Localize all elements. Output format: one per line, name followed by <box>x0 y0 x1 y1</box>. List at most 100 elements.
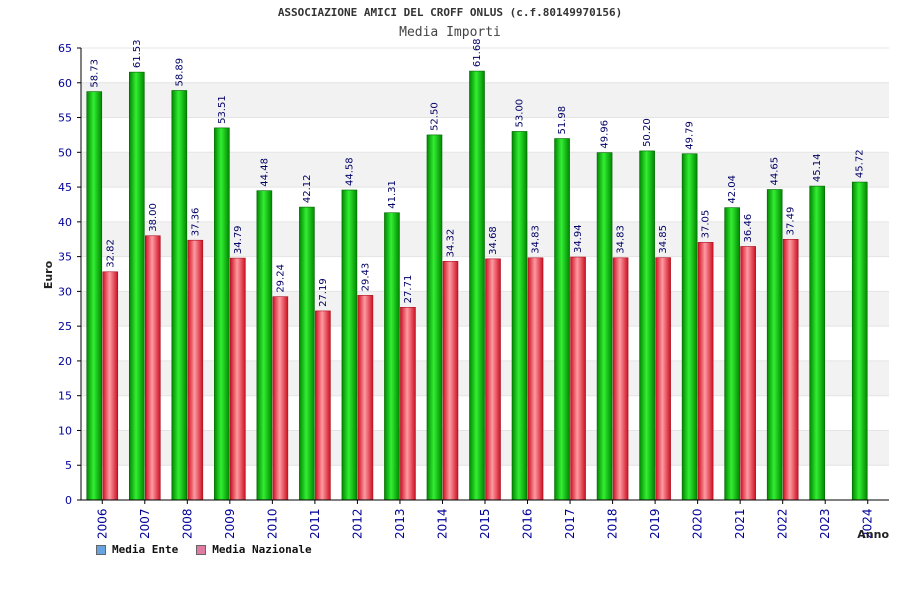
bar-nazionale-2014 <box>442 261 459 501</box>
chart-subtitle: Media Importi <box>399 25 501 40</box>
bar-nazionale-2019 <box>655 257 671 501</box>
bar-nazionale-2022 <box>782 239 799 501</box>
bar-nazionale-2012 <box>357 295 374 501</box>
value-label-nazionale-2006: 32.82 <box>105 239 116 268</box>
x-tick-label: 2015 <box>478 508 492 539</box>
value-label-ente-2014: 52.50 <box>429 102 440 131</box>
value-label-nazionale-2010: 29.24 <box>275 264 286 293</box>
bar-ente-2008 <box>171 90 188 501</box>
value-label-ente-2008: 58.89 <box>174 58 185 87</box>
bar-ente-2014 <box>426 134 443 501</box>
value-label-nazionale-2022: 37.49 <box>786 207 797 236</box>
bar-nazionale-2009 <box>230 257 246 501</box>
x-axis-label: Anno <box>857 528 889 541</box>
y-tick-label: 10 <box>58 424 72 437</box>
bar-ente-2019 <box>639 150 655 501</box>
value-labels: 58.73 32.82 61.53 38.00 58.89 37.36 53.51 34.79… <box>89 38 865 306</box>
value-label-nazionale-2019: 34.85 <box>658 225 669 254</box>
chart-title: ASSOCIAZIONE AMICI DEL CROFF ONLUS (c.f.… <box>277 6 623 19</box>
bar-nazionale-2015 <box>485 258 501 501</box>
x-tick-label: 2021 <box>733 508 747 539</box>
value-label-ente-2021: 42.04 <box>727 175 738 204</box>
legend-swatch-nazionale <box>196 544 207 555</box>
x-tick-label: 2024 <box>861 508 875 539</box>
value-label-nazionale-2011: 27.19 <box>318 278 329 307</box>
x-tick-label: 2017 <box>563 508 577 539</box>
y-tick-label: 30 <box>58 285 72 298</box>
value-label-ente-2020: 49.79 <box>685 121 696 150</box>
value-label-nazionale-2009: 34.79 <box>233 225 244 254</box>
grid-band <box>81 82 889 118</box>
value-label-ente-2009: 53.51 <box>217 95 228 124</box>
value-label-nazionale-2016: 34.83 <box>531 225 542 254</box>
y-tick-label: 20 <box>58 355 72 368</box>
legend: Media Ente Media Nazionale <box>96 543 312 556</box>
legend-label-nazionale: Media Nazionale <box>212 543 312 556</box>
x-tick-label: 2013 <box>393 508 407 539</box>
x-tick-label: 2006 <box>95 508 109 539</box>
value-label-nazionale-2008: 37.36 <box>190 208 201 237</box>
grid-band <box>81 152 889 188</box>
bar-ente-2021 <box>724 207 740 501</box>
bar-nazionale-2013 <box>400 307 416 501</box>
bar-nazionale-2021 <box>740 246 756 501</box>
bar-nazionale-2016 <box>527 257 544 501</box>
value-label-ente-2015: 61.68 <box>472 38 483 67</box>
value-label-nazionale-2007: 38.00 <box>148 203 159 232</box>
value-label-ente-2022: 44.65 <box>770 157 781 186</box>
value-label-ente-2023: 45.14 <box>812 153 823 182</box>
y-tick-label: 55 <box>58 112 72 125</box>
bar-ente-2018 <box>596 152 613 501</box>
bar-ente-2013 <box>384 212 400 501</box>
y-tick-label: 35 <box>58 251 72 264</box>
bar-ente-2023 <box>809 185 826 501</box>
value-label-ente-2016: 53.00 <box>515 99 526 128</box>
bar-nazionale-2018 <box>612 257 629 501</box>
x-tick-label: 2011 <box>308 508 322 539</box>
value-label-ente-2017: 51.98 <box>557 106 568 135</box>
bar-ente-2020 <box>681 153 698 501</box>
x-tick-label: 2020 <box>691 508 705 539</box>
bar-ente-2010 <box>256 190 273 501</box>
legend-label-ente: Media Ente <box>112 543 179 556</box>
x-tick-label: 2012 <box>350 508 364 539</box>
y-tick-label: 65 <box>58 42 72 55</box>
y-tick-label: 15 <box>58 390 72 403</box>
value-label-ente-2019: 50.20 <box>642 118 653 147</box>
legend-item-ente: Media Ente <box>96 543 178 556</box>
x-tick-label: 2023 <box>818 508 832 539</box>
axes: 0 5 10 15 20 25 30 35 40 45 50 55 60 65 2006 2007 2008 20… <box>42 42 889 541</box>
value-label-nazionale-2015: 34.68 <box>488 226 499 255</box>
bar-ente-2012 <box>341 189 358 501</box>
y-tick-label: 5 <box>65 459 72 472</box>
legend-item-nazionale: Media Nazionale <box>196 543 312 556</box>
value-label-nazionale-2014: 34.32 <box>445 229 456 258</box>
value-label-ente-2011: 42.12 <box>302 174 313 203</box>
x-tick-label: 2014 <box>435 508 449 539</box>
bar-ente-2006 <box>86 91 103 501</box>
bar-nazionale-2020 <box>697 242 714 501</box>
value-label-nazionale-2013: 27.71 <box>403 275 414 304</box>
bar-ente-2015 <box>469 70 485 501</box>
bar-ente-2009 <box>214 127 230 501</box>
x-tick-label: 2018 <box>606 508 620 539</box>
value-label-nazionale-2020: 37.05 <box>701 210 712 239</box>
bar-nazionale-2017 <box>570 256 586 501</box>
x-tick-label: 2016 <box>521 508 535 539</box>
value-label-ente-2007: 61.53 <box>132 39 143 68</box>
y-axis-label: Euro <box>42 260 55 289</box>
bar-nazionale-2011 <box>315 310 331 501</box>
value-label-nazionale-2018: 34.83 <box>616 225 627 254</box>
bar-ente-2007 <box>128 71 145 501</box>
y-tick-label: 50 <box>58 146 72 159</box>
value-label-nazionale-2021: 36.46 <box>743 214 754 243</box>
value-label-ente-2024: 45.72 <box>855 149 866 178</box>
value-label-ente-2018: 49.96 <box>600 120 611 149</box>
x-tick-label: 2008 <box>180 508 194 539</box>
x-tick-label: 2009 <box>223 508 237 539</box>
bar-ente-2024 <box>851 181 868 501</box>
legend-swatch-ente <box>96 544 106 555</box>
bar-nazionale-2007 <box>144 235 161 501</box>
value-label-ente-2012: 44.58 <box>344 157 355 186</box>
